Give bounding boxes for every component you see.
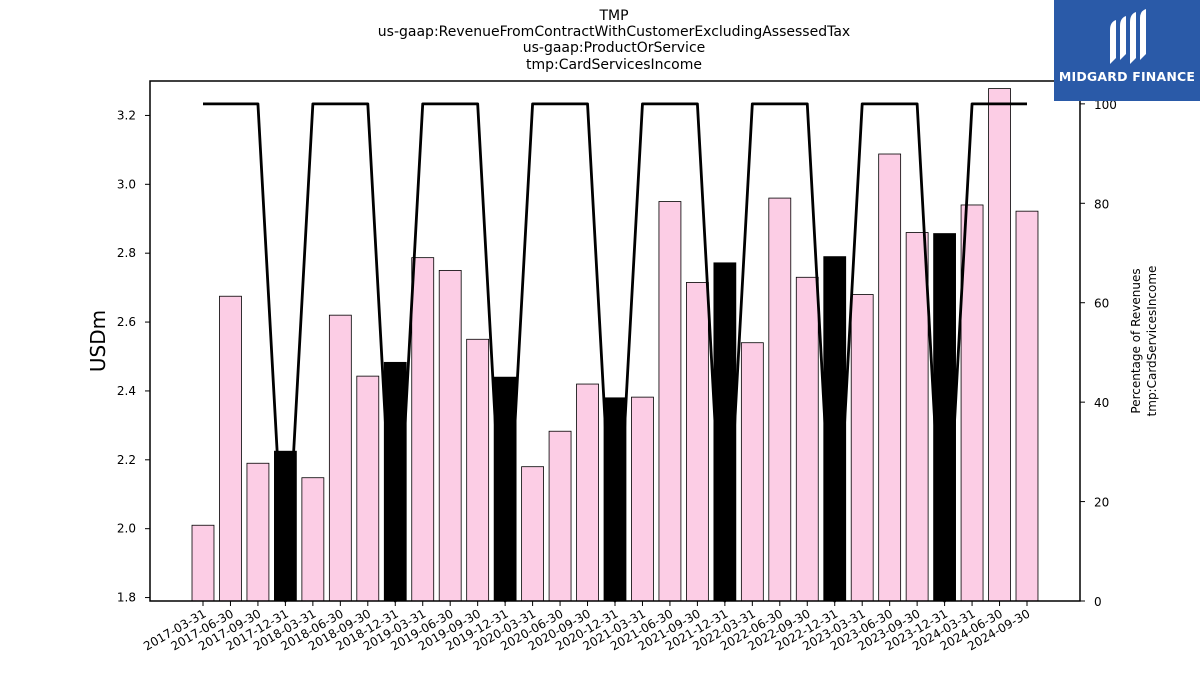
chart-title: TMP us-gaap:RevenueFromContractWithCusto… <box>378 8 850 73</box>
bar-group <box>191 88 1039 602</box>
title-line-2: us-gaap:RevenueFromContractWithCustomerE… <box>378 24 850 40</box>
bar-2021-12-31 <box>713 262 737 602</box>
y-tick-label: 3.0 <box>117 177 136 191</box>
bar-2018-09-30 <box>356 375 380 602</box>
y-tick-label: 2.0 <box>117 522 136 536</box>
bar-2017-09-30 <box>246 462 270 602</box>
bar-2024-06-30 <box>988 88 1011 602</box>
bar-2021-09-30 <box>686 282 709 602</box>
bar-2022-03-31 <box>740 342 764 602</box>
y-right-tick-label: 20 <box>1094 496 1109 510</box>
logo-text: MIDGARD FINANCE <box>1058 69 1196 84</box>
x-axis: 2017-03-312017-06-302017-09-302017-12-31… <box>141 601 1033 653</box>
y-right-tick-label: 60 <box>1094 297 1109 311</box>
bar-2023-03-31 <box>850 294 874 602</box>
bar-2021-03-31 <box>631 396 654 602</box>
midgard-logo-icon <box>1110 9 1146 64</box>
y-tick-label: 3.2 <box>117 108 136 122</box>
bar-2022-06-30 <box>768 197 792 602</box>
y-right-tick-label: 80 <box>1094 197 1109 211</box>
y-axis-left: 1.8 2.0 2.2 2.4 2.6 2.8 3.0 3.2 <box>117 108 150 605</box>
bar-2023-09-30 <box>905 232 929 602</box>
y-axis-right-label-line-2: tmp:CardServicesIncome <box>1145 266 1159 417</box>
bar-2024-09-30 <box>1015 210 1039 602</box>
y-axis-right: 0 20 40 60 80 100 <box>1080 98 1117 609</box>
bar-2020-12-31 <box>603 397 627 602</box>
bar-2020-03-31 <box>521 466 544 602</box>
bar-2019-12-31 <box>493 376 517 602</box>
bar-2017-03-31 <box>191 524 215 602</box>
bar-2022-12-31 <box>823 256 847 602</box>
midgard-finance-logo: MIDGARD FINANCE <box>1054 0 1200 101</box>
y-axis-label: USDm <box>86 310 110 372</box>
bar-2023-12-31 <box>933 233 956 602</box>
bar-2019-03-31 <box>411 257 435 602</box>
bar-2018-03-31 <box>301 477 325 602</box>
y-right-tick-label: 40 <box>1094 396 1109 410</box>
y-tick-label: 2.6 <box>117 315 136 329</box>
y-right-tick-label: 100 <box>1094 98 1117 112</box>
bar-2021-06-30 <box>658 201 682 602</box>
y-tick-label: 1.8 <box>117 591 136 605</box>
bar-2019-06-30 <box>438 269 462 602</box>
y-axis-right-label-line-1: Percentage of Revenues <box>1129 268 1143 413</box>
y-tick-label: 2.2 <box>117 453 136 467</box>
title-line-1: TMP <box>598 8 628 24</box>
bar-2023-06-30 <box>878 153 902 602</box>
title-line-4: tmp:CardServicesIncome <box>526 57 702 73</box>
title-line-3: us-gaap:ProductOrService <box>523 40 706 56</box>
bar-2019-09-30 <box>466 338 490 602</box>
y-tick-label: 2.4 <box>117 384 136 398</box>
bar-2017-06-30 <box>219 295 242 602</box>
bar-2022-09-30 <box>795 276 819 602</box>
y-right-tick-label: 0 <box>1094 595 1102 609</box>
bar-2018-06-30 <box>328 314 352 602</box>
bar-2020-06-30 <box>548 430 572 602</box>
y-tick-label: 2.8 <box>117 246 136 260</box>
bar-2020-09-30 <box>576 383 599 602</box>
